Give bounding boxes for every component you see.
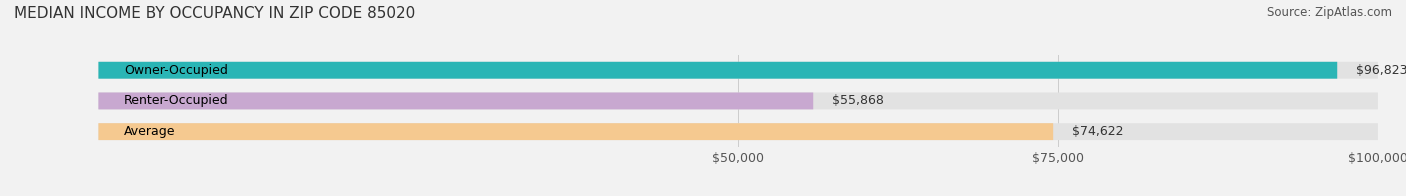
Text: Source: ZipAtlas.com: Source: ZipAtlas.com bbox=[1267, 6, 1392, 19]
FancyBboxPatch shape bbox=[98, 93, 813, 109]
Text: Owner-Occupied: Owner-Occupied bbox=[124, 64, 228, 77]
FancyBboxPatch shape bbox=[98, 123, 1053, 140]
Text: $74,622: $74,622 bbox=[1073, 125, 1123, 138]
Text: Renter-Occupied: Renter-Occupied bbox=[124, 94, 229, 107]
Text: $96,823: $96,823 bbox=[1357, 64, 1406, 77]
Text: MEDIAN INCOME BY OCCUPANCY IN ZIP CODE 85020: MEDIAN INCOME BY OCCUPANCY IN ZIP CODE 8… bbox=[14, 6, 415, 21]
FancyBboxPatch shape bbox=[98, 123, 1378, 140]
FancyBboxPatch shape bbox=[98, 62, 1378, 79]
Text: $55,868: $55,868 bbox=[832, 94, 884, 107]
FancyBboxPatch shape bbox=[98, 62, 1337, 79]
Text: Average: Average bbox=[124, 125, 176, 138]
FancyBboxPatch shape bbox=[98, 93, 1378, 109]
